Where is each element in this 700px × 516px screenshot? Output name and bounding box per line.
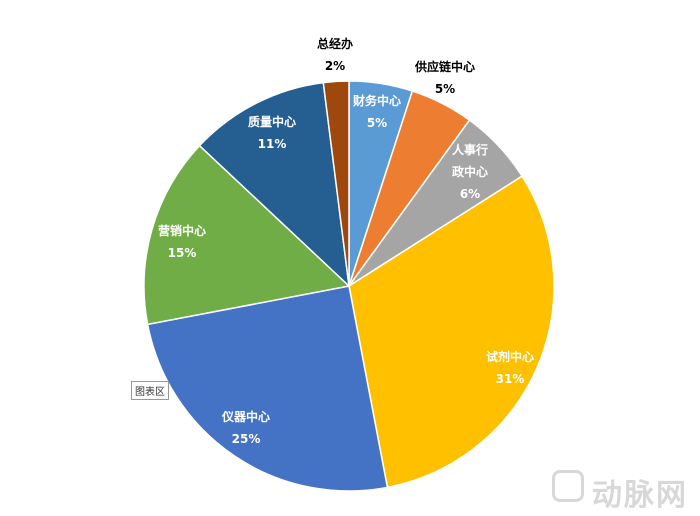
data-label: 仪器中心 25%: [216, 406, 276, 450]
slice-name: 仪器中心: [221, 410, 270, 424]
slice-name: 人事行政中心: [451, 143, 488, 179]
watermark-icon: [552, 470, 584, 502]
slice-name: 财务中心: [352, 94, 401, 108]
slice-value: 2%: [324, 59, 346, 73]
watermark: 动脉网: [592, 478, 688, 513]
data-label: 人事行政中心 6%: [450, 139, 490, 205]
data-label: 试剂中心 31%: [480, 346, 540, 390]
pie-slice: [146, 285, 389, 492]
data-label: 质量中心 11%: [242, 111, 302, 155]
pie-slice: [198, 81, 351, 288]
data-label: 财务中心 5%: [347, 90, 407, 134]
pie-slice: [143, 144, 351, 326]
data-label: 供应链中心 5%: [405, 56, 485, 100]
slice-name: 营销中心: [157, 224, 206, 238]
data-label: 总经办 2%: [305, 33, 365, 77]
slice-name: 质量中心: [247, 115, 296, 129]
pie-slice: [322, 80, 350, 287]
slice-value: 5%: [366, 116, 388, 130]
slice-name: 供应链中心: [414, 60, 475, 74]
slice-value: 25%: [231, 432, 261, 446]
slice-value: 5%: [434, 82, 456, 96]
slice-value: 6%: [459, 187, 481, 201]
slice-value: 31%: [495, 372, 525, 386]
slice-value: 15%: [167, 246, 197, 260]
slice-name: 试剂中心: [485, 350, 534, 364]
tooltip: 图表区: [131, 381, 169, 400]
slice-name: 总经办: [316, 37, 353, 51]
pie-slice: [348, 175, 555, 489]
data-label: 营销中心 15%: [152, 220, 212, 264]
slice-value: 11%: [257, 137, 287, 151]
